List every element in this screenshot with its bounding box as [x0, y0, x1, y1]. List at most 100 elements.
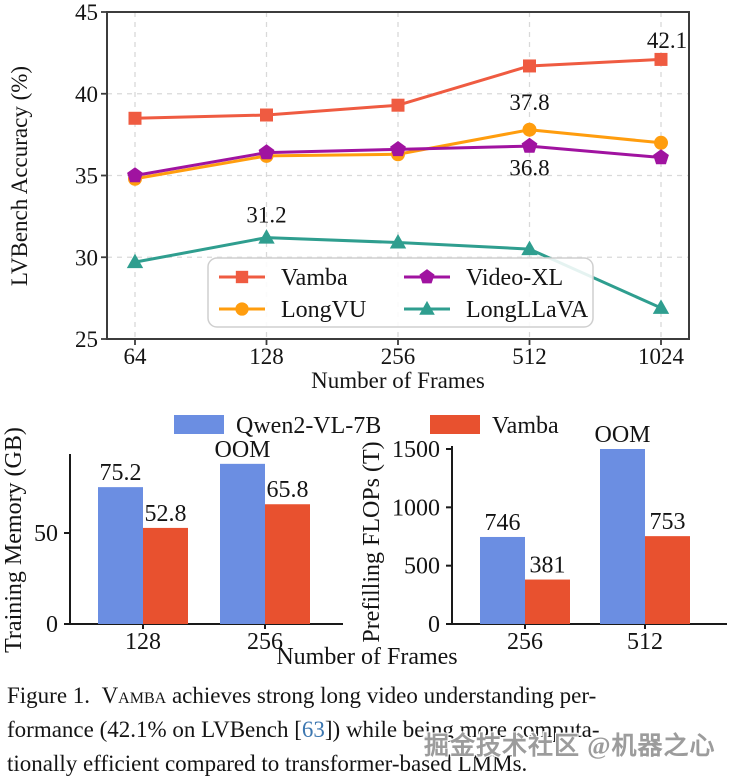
triangle-marker — [652, 299, 670, 314]
bar-value-label: 65.8 — [267, 477, 309, 503]
circle-marker — [522, 122, 537, 137]
legend-swatch — [430, 415, 480, 434]
bar-value-label: OOM — [594, 422, 650, 448]
series-video-xl — [127, 137, 669, 183]
bar-charts-legend: Qwen2-VL-7B Vamba — [174, 413, 559, 439]
bars-vamba: 52.8 65.8 — [143, 477, 310, 624]
bar — [143, 527, 188, 624]
point-annotation: 31.2 — [246, 203, 286, 228]
bar-value-label: 52.8 — [145, 501, 187, 527]
x-tick-label: 1024 — [638, 344, 685, 369]
pentagon-marker — [127, 167, 143, 183]
bar-value-label: 381 — [530, 553, 566, 579]
axis-ticks — [101, 11, 662, 345]
legend-label: LongLLaVA — [466, 297, 589, 323]
bar-value-label: OOM — [214, 437, 270, 463]
y-axis-title: LVBench Accuracy (%) — [7, 66, 32, 286]
bar — [525, 579, 570, 624]
watermark-text: 掘金技术社区 @机器之心 — [424, 733, 716, 760]
shared-x-axis-title: Number of Frames — [276, 644, 457, 670]
circle-marker — [235, 302, 249, 316]
bar — [220, 463, 265, 624]
x-tick-label: 256 — [247, 629, 283, 655]
caption-text: Figure 1. — [7, 683, 102, 708]
caption-text: achieves strong long video understanding… — [166, 683, 597, 708]
point-annotation: 42.1 — [647, 28, 687, 53]
y-axis-title: Training Memory (GB) — [1, 427, 27, 653]
y-tick-label: 50 — [34, 521, 58, 547]
legend-label: Vamba — [281, 265, 348, 291]
legend-item-longllava: LongLLaVA — [404, 297, 589, 323]
x-tick-label: 128 — [249, 344, 284, 369]
y-axis-title: Prefilling FLOPs (T) — [359, 441, 385, 642]
pentagon-marker — [258, 144, 275, 160]
triangle-marker — [126, 253, 144, 269]
legend-swatch — [174, 415, 224, 434]
legend-item-longvu: LongVU — [219, 297, 366, 323]
figure-caption: Figure 1. Vamba achieves strong long vid… — [7, 679, 737, 781]
legend-label: LongVU — [281, 297, 366, 323]
x-axis-title: Number of Frames — [311, 368, 485, 393]
model-name-smallcaps: Vamba — [101, 683, 167, 708]
y-tick-label: 1000 — [392, 495, 440, 521]
pentagon-marker — [390, 141, 406, 157]
caption-line: formance (42.1% on LVBench [63]) while b… — [7, 713, 737, 747]
triangle-marker — [258, 229, 275, 244]
y-tick-label: 0 — [46, 612, 58, 638]
bars-qwen2-vl-7b: 75.2 OOM — [98, 437, 271, 624]
circle-marker — [654, 135, 668, 150]
triangle-marker — [389, 234, 407, 249]
bar — [600, 449, 645, 624]
y-tick-label: 30 — [75, 245, 98, 270]
bar-value-label: 746 — [485, 510, 521, 536]
caption-line: Figure 1. Vamba achieves strong long vid… — [7, 679, 737, 713]
square-marker — [128, 111, 142, 125]
caption-line: tionally efficient compared to transform… — [7, 747, 737, 781]
square-marker — [523, 59, 536, 73]
bars-qwen2-vl-7b: 746 OOM — [480, 422, 651, 624]
legend-label: Video-XL — [466, 265, 563, 291]
caption-text: ]) while being more computa- — [324, 717, 600, 742]
x-tick-label: 256 — [381, 344, 416, 369]
square-marker — [235, 270, 249, 284]
lvbench-accuracy-line-chart: 64 128 256 512 1024 25 30 35 40 45 Number of Frame… — [7, 0, 690, 393]
y-tick-label: 1500 — [392, 437, 440, 463]
square-marker — [260, 108, 273, 122]
y-tick-label: 40 — [75, 82, 98, 107]
square-marker — [654, 52, 668, 66]
legend-item-vamba: Vamba — [219, 265, 348, 291]
pentagon-marker — [521, 137, 538, 153]
legend-item-qwen2-vl-7b: Qwen2-VL-7B — [174, 413, 381, 439]
y-tick-label: 500 — [404, 554, 440, 580]
bar-value-label: 753 — [650, 509, 686, 535]
point-annotation: 37.8 — [509, 90, 549, 115]
training-memory-chart: 0 50 75.2 OOM 52.8 65.8 128 256 Training Memory … — [1, 427, 343, 655]
caption-text: formance (42.1% on LVBench [ — [7, 717, 302, 742]
bars-vamba: 381 753 — [525, 509, 690, 624]
bar — [480, 536, 525, 624]
y-tick-label: 0 — [428, 612, 440, 638]
bar — [645, 536, 690, 624]
pentagon-marker — [653, 149, 669, 165]
x-tick-label: 64 — [124, 344, 148, 369]
x-tick-label: 512 — [627, 629, 663, 655]
legend-box — [207, 257, 594, 328]
caption-text: tionally efficient compared to transform… — [7, 751, 528, 776]
series-vamba — [128, 52, 668, 125]
x-tick-label: 512 — [512, 344, 547, 369]
bar — [98, 487, 143, 624]
legend-item-vamba: Vamba — [430, 413, 559, 439]
bar — [265, 504, 310, 624]
y-tick-label: 45 — [75, 0, 98, 25]
x-tick-label: 128 — [125, 629, 161, 655]
y-tick-label: 35 — [75, 164, 98, 189]
legend-label: Qwen2-VL-7B — [236, 413, 381, 439]
citation-link[interactable]: 63 — [301, 717, 325, 742]
prefilling-flops-chart: 0 500 1000 1500 746 OOM 381 753 256 512 Prefilling… — [359, 422, 727, 655]
y-tick-label: 25 — [75, 327, 98, 352]
triangle-marker — [521, 240, 538, 256]
legend-item-video-xl: Video-XL — [404, 265, 563, 291]
x-tick-label: 256 — [507, 629, 543, 655]
memory-and-flops-bar-charts: Qwen2-VL-7B Vamba 0 50 75.2 OOM 52.8 65.8 128 256… — [1, 413, 727, 670]
